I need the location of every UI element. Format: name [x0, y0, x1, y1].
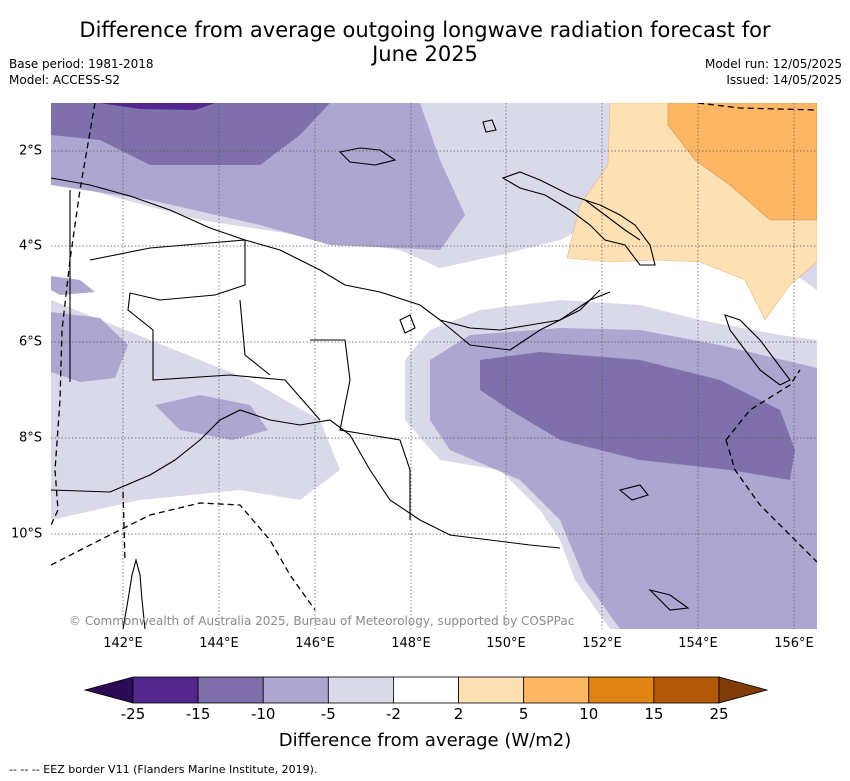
y-tick-label: 2°S	[19, 143, 43, 159]
y-tick-label: 4°S	[19, 238, 43, 254]
coastline	[51, 119, 791, 629]
x-tick-label: 144°E	[199, 636, 239, 651]
model-name: Model: ACCESS-S2	[9, 73, 121, 87]
x-tick-label: 148°E	[391, 636, 431, 651]
meta-left: Base period: 1981-2018 Model: ACCESS-S2	[9, 56, 154, 88]
colorbar-extension-low	[83, 676, 134, 704]
footnote: -- -- -- EEZ border V11 (Flanders Marine…	[9, 763, 318, 776]
colorbar-segment	[132, 676, 199, 704]
map-title: Difference from average outgoing longwav…	[0, 18, 850, 66]
colorbar-tick-label: -25	[120, 705, 146, 723]
colorbar-tick-label: -10	[250, 705, 276, 723]
x-tick-label: 154°E	[678, 636, 718, 651]
colorbar-segment	[393, 676, 459, 704]
model-run: Model run: 12/05/2025	[704, 57, 842, 71]
anomaly-region	[51, 276, 95, 295]
colorbar-segment	[588, 676, 655, 704]
colorbar-segment	[653, 676, 720, 704]
colorbar-tick-label: 10	[579, 705, 599, 723]
colorbar-tick-label: 25	[709, 705, 729, 723]
colorbar-tick-label: 5	[518, 705, 529, 723]
colorbar-segment	[262, 676, 329, 704]
y-tick-label: 6°S	[19, 334, 43, 350]
x-tick-label: 156°E	[774, 636, 814, 651]
colorbar-segment	[197, 676, 264, 704]
x-tick-label: 152°E	[582, 636, 622, 651]
anomaly-region	[155, 395, 268, 440]
y-tick-label: 8°S	[19, 430, 43, 446]
anomaly-region	[100, 103, 215, 110]
colorbar-tick-label: -5	[320, 705, 336, 723]
colorbar-segment	[327, 676, 394, 704]
neutral-region	[51, 180, 817, 629]
colorbar-tick-label: -2	[385, 705, 401, 723]
colorbar-tick-label: 15	[644, 705, 664, 723]
graticule	[51, 103, 817, 629]
colorbar-segment	[523, 676, 590, 704]
colorbar-tick-label: 2	[453, 705, 464, 723]
x-tick-label: 150°E	[486, 636, 526, 651]
anomaly-region	[480, 352, 795, 480]
issued-date: Issued: 14/05/2025	[726, 73, 842, 87]
credit-text: © Commonwealth of Australia 2025, Bureau…	[69, 614, 575, 628]
anomaly-map	[51, 103, 817, 629]
anomaly-region	[667, 103, 817, 221]
y-tick-label: 10°S	[11, 526, 43, 542]
meta-right: Model run: 12/05/2025 Issued: 14/05/2025	[705, 56, 842, 88]
colorbar-segment	[458, 676, 525, 704]
eez-border	[51, 103, 817, 611]
colorbar-tick-label: -15	[185, 705, 211, 723]
title-line-2: June 2025	[372, 42, 478, 66]
anomaly-region	[51, 103, 330, 165]
colorbar-title: Difference from average (W/m2)	[278, 730, 572, 751]
colorbar-extension-high	[718, 676, 769, 704]
x-tick-label: 146°E	[295, 636, 335, 651]
x-tick-label: 142°E	[103, 636, 143, 651]
base-period: Base period: 1981-2018	[9, 57, 154, 71]
title-line-1: Difference from average outgoing longwav…	[79, 18, 771, 42]
